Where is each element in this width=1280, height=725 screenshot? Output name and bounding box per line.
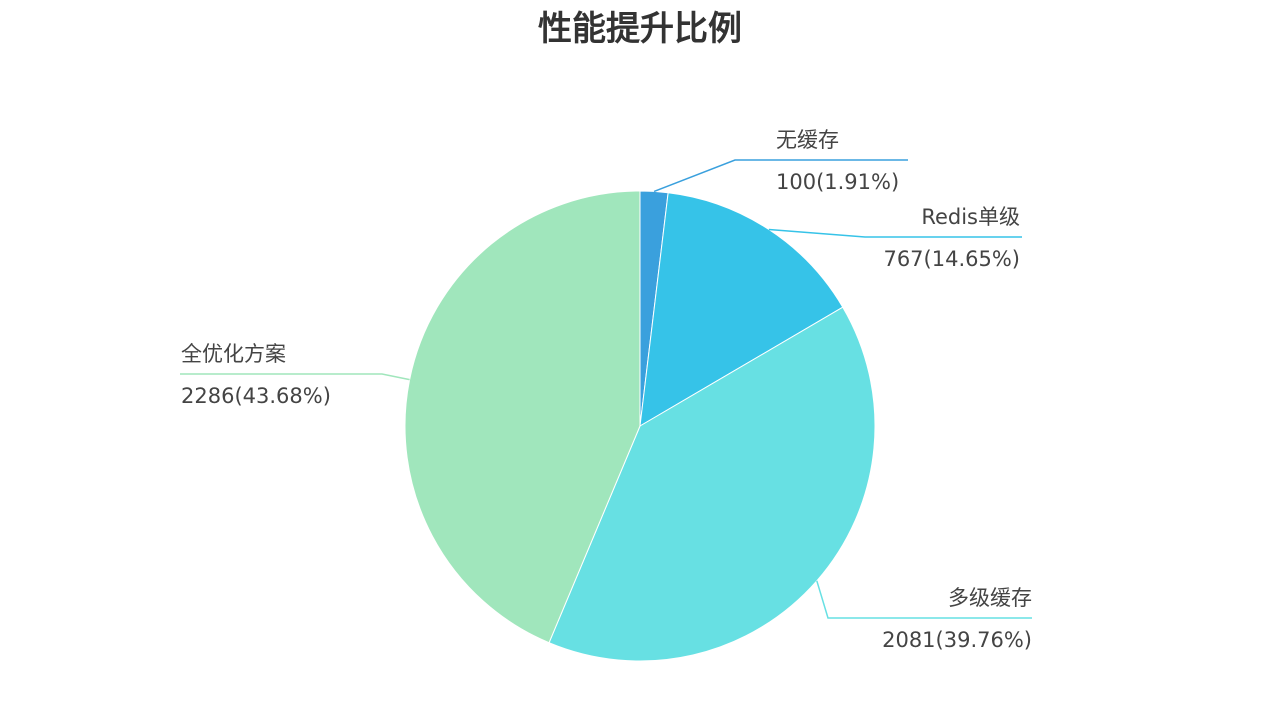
leader-lines bbox=[180, 159, 1032, 619]
leader-line-2 bbox=[768, 228, 1022, 238]
leader-line-3 bbox=[816, 580, 1032, 619]
leader-line-1 bbox=[653, 159, 908, 193]
slice-value-label-2: 767(14.65%) bbox=[883, 247, 1020, 271]
slice-name-label-3: 多级缓存 bbox=[948, 586, 1032, 610]
slice-value-label-3: 2081(39.76%) bbox=[882, 628, 1032, 652]
slice-value-label-1: 100(1.91%) bbox=[776, 170, 899, 194]
slice-name-label-2: Redis单级 bbox=[921, 205, 1020, 229]
pie-slice-2 bbox=[639, 192, 844, 427]
leader-line-4 bbox=[180, 373, 410, 381]
slice-labels: 无缓存 100(1.91%) Redis单级 767(14.65%) 多级缓存 2081(… bbox=[181, 128, 1032, 652]
pie-slices bbox=[404, 190, 876, 662]
slice-name-label-1: 无缓存 bbox=[776, 128, 839, 152]
pie-slice-4 bbox=[404, 190, 641, 644]
slice-name-label-4: 全优化方案 bbox=[181, 342, 286, 366]
slice-value-label-4: 2286(43.68%) bbox=[181, 384, 331, 408]
chart-title: 性能提升比例 bbox=[538, 9, 742, 49]
